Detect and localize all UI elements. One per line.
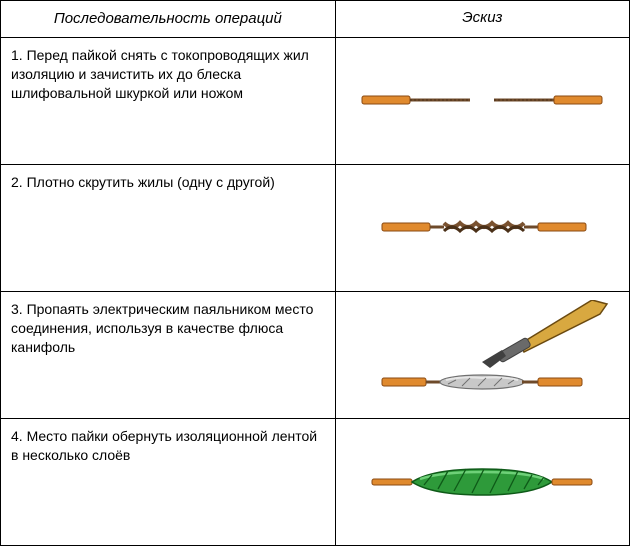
step-text-2: 2. Плотно скрутить жилы (одну с другой) <box>1 165 336 292</box>
header-operations: Последовательность операций <box>1 1 336 38</box>
step-text-3: 3. Пропаять электрическим паяльником мес… <box>1 292 336 419</box>
step-sketch-2 <box>335 165 629 292</box>
step-row-1: 1. Перед пайкой снять с токопроводящих ж… <box>1 38 630 165</box>
header-row: Последовательность операций Эскиз <box>1 1 630 38</box>
step-sketch-3 <box>335 292 629 419</box>
step-row-4: 4. Место пайки обернуть изоляционной лен… <box>1 419 630 546</box>
operations-table: Последовательность операций Эскиз 1. Пер… <box>0 0 630 546</box>
wire-taped-icon <box>352 427 612 537</box>
wire-twisted-icon <box>352 173 612 283</box>
step-row-2: 2. Плотно скрутить жилы (одну с другой) <box>1 165 630 292</box>
wire-solder-icon <box>352 300 612 410</box>
step-row-3: 3. Пропаять электрическим паяльником мес… <box>1 292 630 419</box>
step-sketch-4 <box>335 419 629 546</box>
step-text-1: 1. Перед пайкой снять с токопроводящих ж… <box>1 38 336 165</box>
wire-stripped-icon <box>352 46 612 156</box>
step-text-4: 4. Место пайки обернуть изоляционной лен… <box>1 419 336 546</box>
header-sketch: Эскиз <box>335 1 629 38</box>
step-sketch-1 <box>335 38 629 165</box>
